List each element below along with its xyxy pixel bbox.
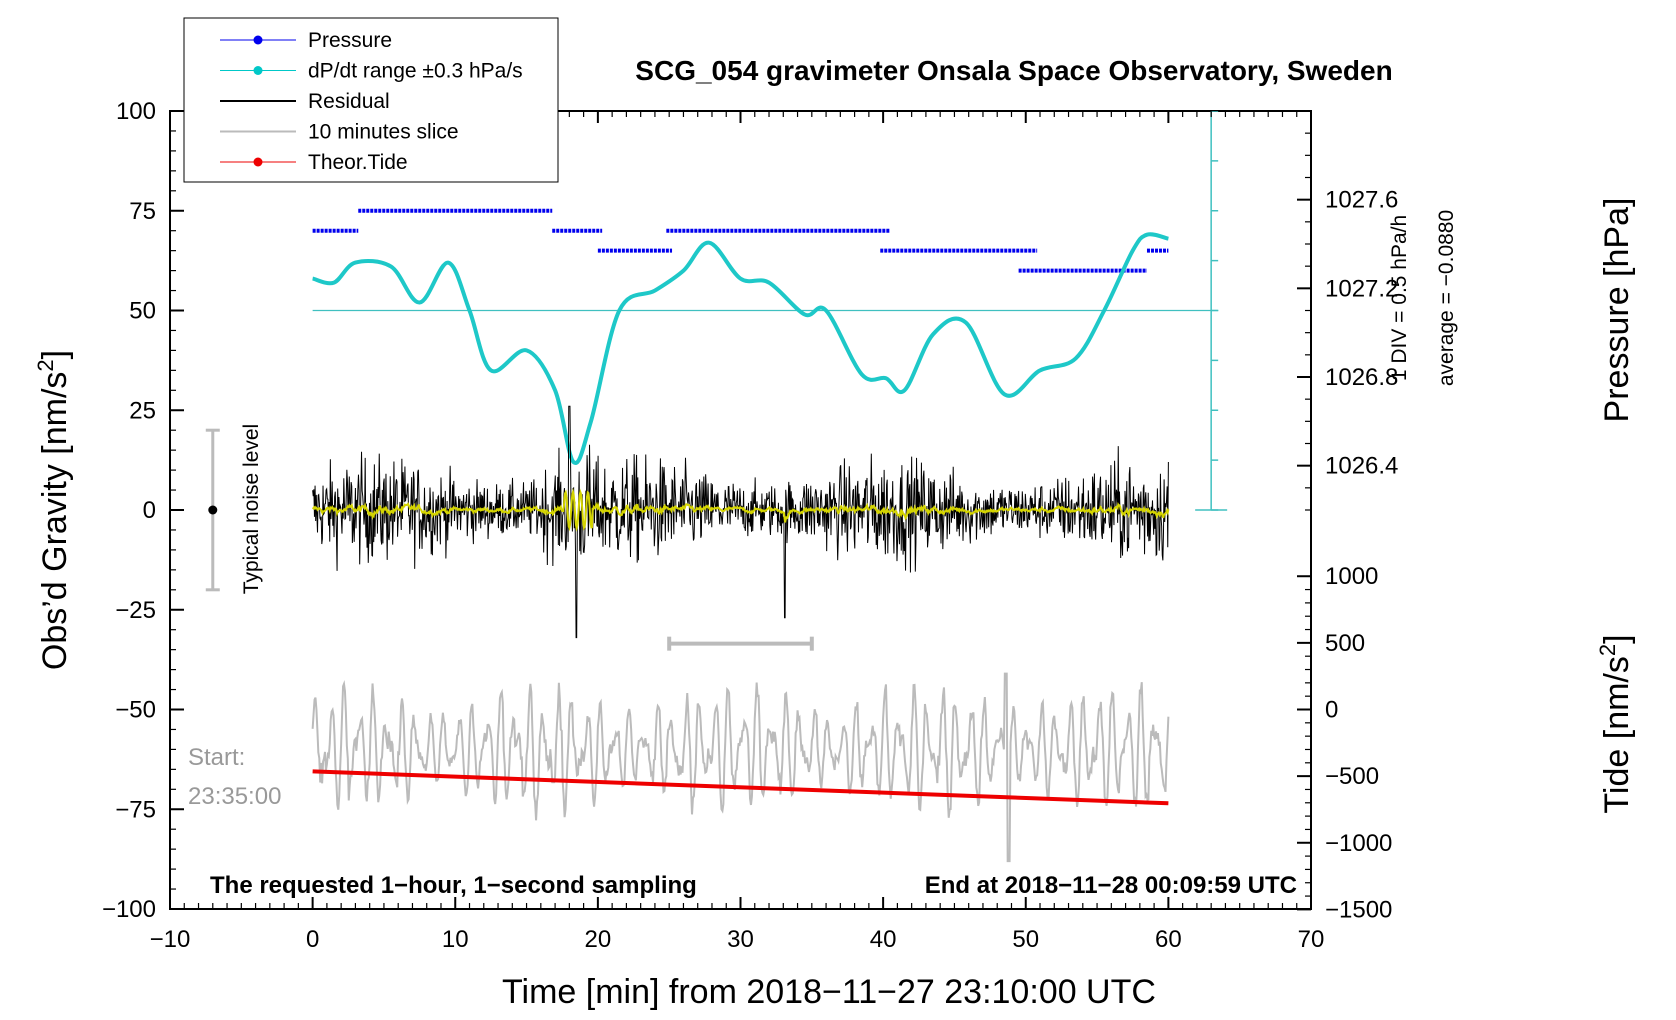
legend-item: dP/dt range ±0.3 hPa/s bbox=[220, 60, 523, 83]
slice-series bbox=[311, 672, 1170, 863]
x-tick-label: −10 bbox=[150, 926, 191, 953]
y-axis-pressure: 1027.6 1027.2 1026.8 1026.4 bbox=[1297, 110, 1398, 511]
x-tick-label: 40 bbox=[870, 926, 897, 953]
pressure-series bbox=[312, 208, 1169, 273]
slice-bracket bbox=[667, 636, 814, 651]
y-tick-label: −25 bbox=[115, 597, 156, 624]
noise-label: Typical noise level bbox=[240, 424, 263, 594]
pressure-tick-label: 1026.4 bbox=[1325, 453, 1398, 480]
legend-label: Residual bbox=[308, 90, 390, 113]
x-tick-label: 20 bbox=[585, 926, 612, 953]
tide-axis-title: Tide [nm/s2] bbox=[1595, 634, 1636, 813]
y-tick-label: −100 bbox=[102, 896, 156, 923]
plot-area: −10 0 10 20 30 40 50 60 70 1007550250−25−50−75−1… bbox=[102, 98, 1458, 953]
tide-tick-label: −1000 bbox=[1325, 830, 1392, 857]
tide-tick-label: 500 bbox=[1325, 630, 1365, 657]
x-tick-label: 50 bbox=[1012, 926, 1039, 953]
x-axis-title: Time [min] from 2018−11−27 23:10:00 UTC bbox=[502, 973, 1156, 1011]
y-tick-label: 0 bbox=[143, 497, 156, 524]
legend-label: dP/dt range ±0.3 hPa/s bbox=[308, 60, 523, 83]
y-tick-label: −50 bbox=[115, 697, 156, 724]
legend-item: Theor.Tide bbox=[220, 151, 408, 174]
y-tick-label: −75 bbox=[115, 796, 156, 823]
dpdt-scale-axis bbox=[1195, 111, 1228, 511]
pressure-axis-title: Pressure [hPa] bbox=[1598, 198, 1636, 423]
sampling-note: The requested 1−hour, 1−second sampling bbox=[210, 872, 697, 899]
y-axis-title: Obs’d Gravity [nm/s2] bbox=[33, 350, 74, 670]
average-label: average = −0.0880 bbox=[1435, 210, 1458, 386]
pressure-tick-label: 1027.2 bbox=[1325, 275, 1398, 302]
y-axis-title-main: Obs’d Gravity [nm/s bbox=[36, 372, 74, 671]
chart-title: SCG_054 gravimeter Onsala Space Observat… bbox=[635, 55, 1392, 86]
tide-tick-label: −1500 bbox=[1325, 896, 1392, 923]
y-tick-label: 25 bbox=[129, 397, 156, 424]
tide-series bbox=[312, 769, 1169, 806]
y-axis-title-end: ] bbox=[36, 350, 74, 359]
y-tick-label: 100 bbox=[116, 98, 156, 125]
legend-marker bbox=[253, 66, 263, 75]
pressure-tick-label: 1027.6 bbox=[1325, 187, 1398, 214]
legend-label: 10 minutes slice bbox=[308, 121, 459, 144]
legend-item: 10 minutes slice bbox=[220, 121, 459, 144]
tide-axis-title-main: Tide [nm/s bbox=[1598, 656, 1636, 813]
tide-axis-title-end: ] bbox=[1598, 634, 1636, 643]
tide-tick-label: −500 bbox=[1325, 763, 1379, 790]
x-tick-label: 10 bbox=[442, 926, 469, 953]
tide-axis-title-sup: 2 bbox=[1595, 644, 1620, 656]
x-axis: −10 0 10 20 30 40 50 60 70 bbox=[150, 897, 1325, 953]
legend-label: Theor.Tide bbox=[308, 151, 408, 174]
x-tick-label: 70 bbox=[1298, 926, 1325, 953]
legend-label: Pressure bbox=[308, 29, 392, 52]
end-time-note: End at 2018−11−28 00:09:59 UTC bbox=[925, 872, 1297, 899]
noise-center-dot bbox=[208, 505, 218, 515]
x-tick-label: 0 bbox=[306, 926, 319, 953]
residual-smoothed-series bbox=[311, 488, 1170, 532]
start-label: Start: bbox=[188, 744, 245, 771]
y-tick-label: 50 bbox=[129, 298, 156, 325]
dpdt-curve bbox=[312, 232, 1169, 465]
legend-marker bbox=[253, 35, 263, 45]
legend-item: Pressure bbox=[220, 29, 392, 52]
pressure-tick-label: 1026.8 bbox=[1325, 364, 1398, 391]
y-axis-tide: 1000 500 0 −500 −1000 −1500 bbox=[1297, 563, 1392, 923]
start-time: 23:35:00 bbox=[188, 783, 281, 810]
x-tick-label: 60 bbox=[1155, 926, 1182, 953]
legend-marker bbox=[253, 157, 263, 167]
y-tick-label: 75 bbox=[129, 198, 156, 225]
y-axis-left: 100 75 50 25 0 −25 −50 −75 −100 bbox=[102, 98, 184, 923]
x-tick-label: 30 bbox=[727, 926, 754, 953]
y-axis-title-sup: 2 bbox=[33, 359, 58, 371]
tide-tick-label: 0 bbox=[1325, 697, 1338, 724]
dpdt-scale-label: 1 DIV = 0.5 hPa/h bbox=[1388, 215, 1411, 381]
noise-level-marker bbox=[205, 428, 220, 592]
legend-item: Residual bbox=[220, 90, 390, 113]
tide-tick-label: 1000 bbox=[1325, 563, 1378, 590]
residual-series bbox=[312, 405, 1169, 639]
legend: Pressure dP/dt range ±0.3 hPa/s Residual 10… bbox=[183, 17, 559, 183]
